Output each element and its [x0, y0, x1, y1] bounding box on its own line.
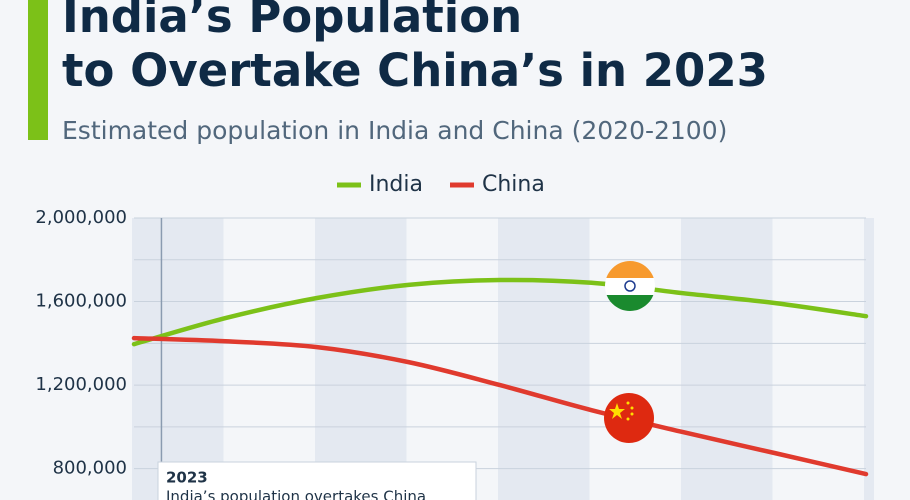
y-tick-label: 1,600,000	[35, 291, 127, 312]
legend-label: India	[369, 172, 423, 197]
legend-label: China	[482, 172, 545, 197]
y-tick-label: 1,200,000	[35, 374, 127, 395]
x-band	[864, 218, 874, 500]
chart-title: India’s Population	[62, 0, 522, 43]
chart-title: to Overtake China’s in 2023	[62, 44, 768, 97]
plot-area: 800,000 1,200,000 1,600,000 2,000,000	[35, 207, 874, 500]
annotation-box	[157, 461, 477, 500]
x-band	[681, 218, 773, 500]
annotation-text: India’s population overtakes China	[166, 488, 426, 500]
y-tick-label: 2,000,000	[35, 207, 127, 228]
flags	[604, 261, 655, 443]
india-flag	[605, 261, 655, 311]
x-band	[132, 218, 224, 500]
annotation-title: 2023	[166, 469, 208, 487]
x-band	[498, 218, 590, 500]
china-flag-star	[609, 403, 625, 419]
title-accent	[28, 0, 48, 140]
y-tick-label: 800,000	[53, 458, 127, 479]
series-line	[131, 335, 869, 477]
chart-subtitle: Estimated population in India and China …	[62, 116, 727, 145]
legend: India China	[337, 172, 545, 197]
series-line	[131, 277, 869, 347]
